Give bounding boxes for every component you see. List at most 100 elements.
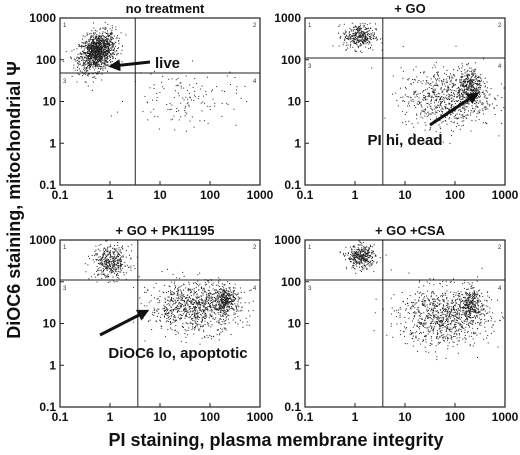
scatter-point xyxy=(356,262,357,264)
scatter-point xyxy=(200,295,202,297)
scatter-point xyxy=(233,312,235,314)
scatter-point xyxy=(91,51,93,53)
scatter-point xyxy=(452,100,454,102)
scatter-point xyxy=(82,65,84,67)
scatter-point xyxy=(472,72,474,74)
scatter-point xyxy=(442,121,444,122)
scatter-point xyxy=(235,305,237,307)
scatter-point xyxy=(357,256,359,258)
scatter-point xyxy=(227,294,229,296)
scatter-point xyxy=(363,257,365,259)
scatter-point xyxy=(218,303,220,305)
scatter-point xyxy=(185,305,187,307)
scatter-point xyxy=(450,120,452,122)
scatter-point xyxy=(108,49,110,51)
scatter-point xyxy=(211,324,213,326)
scatter-point xyxy=(105,275,107,277)
scatter-point xyxy=(209,295,210,297)
scatter-point xyxy=(364,41,366,42)
scatter-point xyxy=(157,116,159,118)
scatter-point xyxy=(225,296,227,298)
scatter-point xyxy=(173,115,175,117)
scatter-point xyxy=(118,37,120,39)
scatter-point xyxy=(87,75,89,77)
scatter-point xyxy=(100,53,102,55)
scatter-point xyxy=(201,298,202,300)
scatter-point xyxy=(117,242,118,244)
scatter-point xyxy=(108,51,110,53)
scatter-point xyxy=(192,60,194,62)
scatter-point xyxy=(190,300,192,302)
scatter-point xyxy=(458,90,459,92)
scatter-point xyxy=(219,306,221,308)
scatter-point xyxy=(217,309,219,311)
scatter-point xyxy=(448,108,450,110)
scatter-point xyxy=(412,99,414,100)
scatter-point xyxy=(373,33,375,35)
scatter-point xyxy=(91,59,93,61)
scatter-point xyxy=(188,306,190,308)
scatter-point xyxy=(224,301,226,303)
scatter-point xyxy=(101,257,103,259)
scatter-point xyxy=(460,98,462,100)
scatter-point xyxy=(91,63,93,65)
scatter-point xyxy=(350,258,352,260)
scatter-point xyxy=(478,86,480,88)
scatter-point xyxy=(115,26,117,28)
scatter-point xyxy=(471,86,473,88)
scatter-point xyxy=(81,47,83,49)
plot-frame xyxy=(59,17,261,186)
scatter-point xyxy=(168,321,170,323)
scatter-point xyxy=(225,311,227,313)
scatter-point xyxy=(457,117,459,119)
scatter-point xyxy=(168,317,169,319)
scatter-point xyxy=(90,46,92,48)
scatter-point xyxy=(361,259,363,261)
scatter-point xyxy=(201,288,202,289)
scatter-point xyxy=(344,38,346,40)
scatter-point xyxy=(426,116,428,118)
scatter-point xyxy=(86,42,88,44)
scatter-point xyxy=(470,114,472,116)
scatter-point xyxy=(108,42,110,44)
scatter-point xyxy=(374,32,376,34)
scatter-point xyxy=(99,42,100,44)
scatter-point xyxy=(88,65,90,66)
scatter-point xyxy=(103,268,105,270)
scatter-point xyxy=(94,58,96,60)
scatter-point xyxy=(222,303,224,304)
scatter-point xyxy=(345,259,346,261)
scatter-point xyxy=(106,262,108,264)
scatter-point xyxy=(210,326,212,328)
scatter-point xyxy=(364,33,366,35)
scatter-point xyxy=(203,329,205,331)
scatter-point xyxy=(157,308,159,310)
scatter-point xyxy=(354,38,356,40)
scatter-point xyxy=(164,297,166,299)
scatter-point xyxy=(110,55,112,57)
scatter-point xyxy=(443,93,445,95)
scatter-point xyxy=(373,35,375,37)
scatter-point xyxy=(465,97,467,99)
scatter-point xyxy=(193,320,195,322)
scatter-point xyxy=(188,327,190,329)
scatter-point xyxy=(223,294,225,296)
scatter-point xyxy=(195,307,197,308)
scatter-point xyxy=(90,35,92,37)
scatter-point xyxy=(434,102,436,104)
scatter-point xyxy=(234,303,236,305)
scatter-point xyxy=(110,53,112,55)
scatter-point xyxy=(111,49,113,51)
scatter-point xyxy=(362,42,364,44)
scatter-point xyxy=(103,273,105,275)
scatter-point xyxy=(456,100,458,102)
scatter-point xyxy=(464,79,466,81)
scatter-point xyxy=(413,92,415,94)
scatter-point xyxy=(89,55,91,56)
scatter-point xyxy=(99,41,101,43)
scatter-point xyxy=(430,108,432,109)
scatter-point xyxy=(372,260,374,261)
scatter-point xyxy=(94,251,96,253)
scatter-point xyxy=(349,41,351,43)
scatter-point xyxy=(91,48,93,50)
